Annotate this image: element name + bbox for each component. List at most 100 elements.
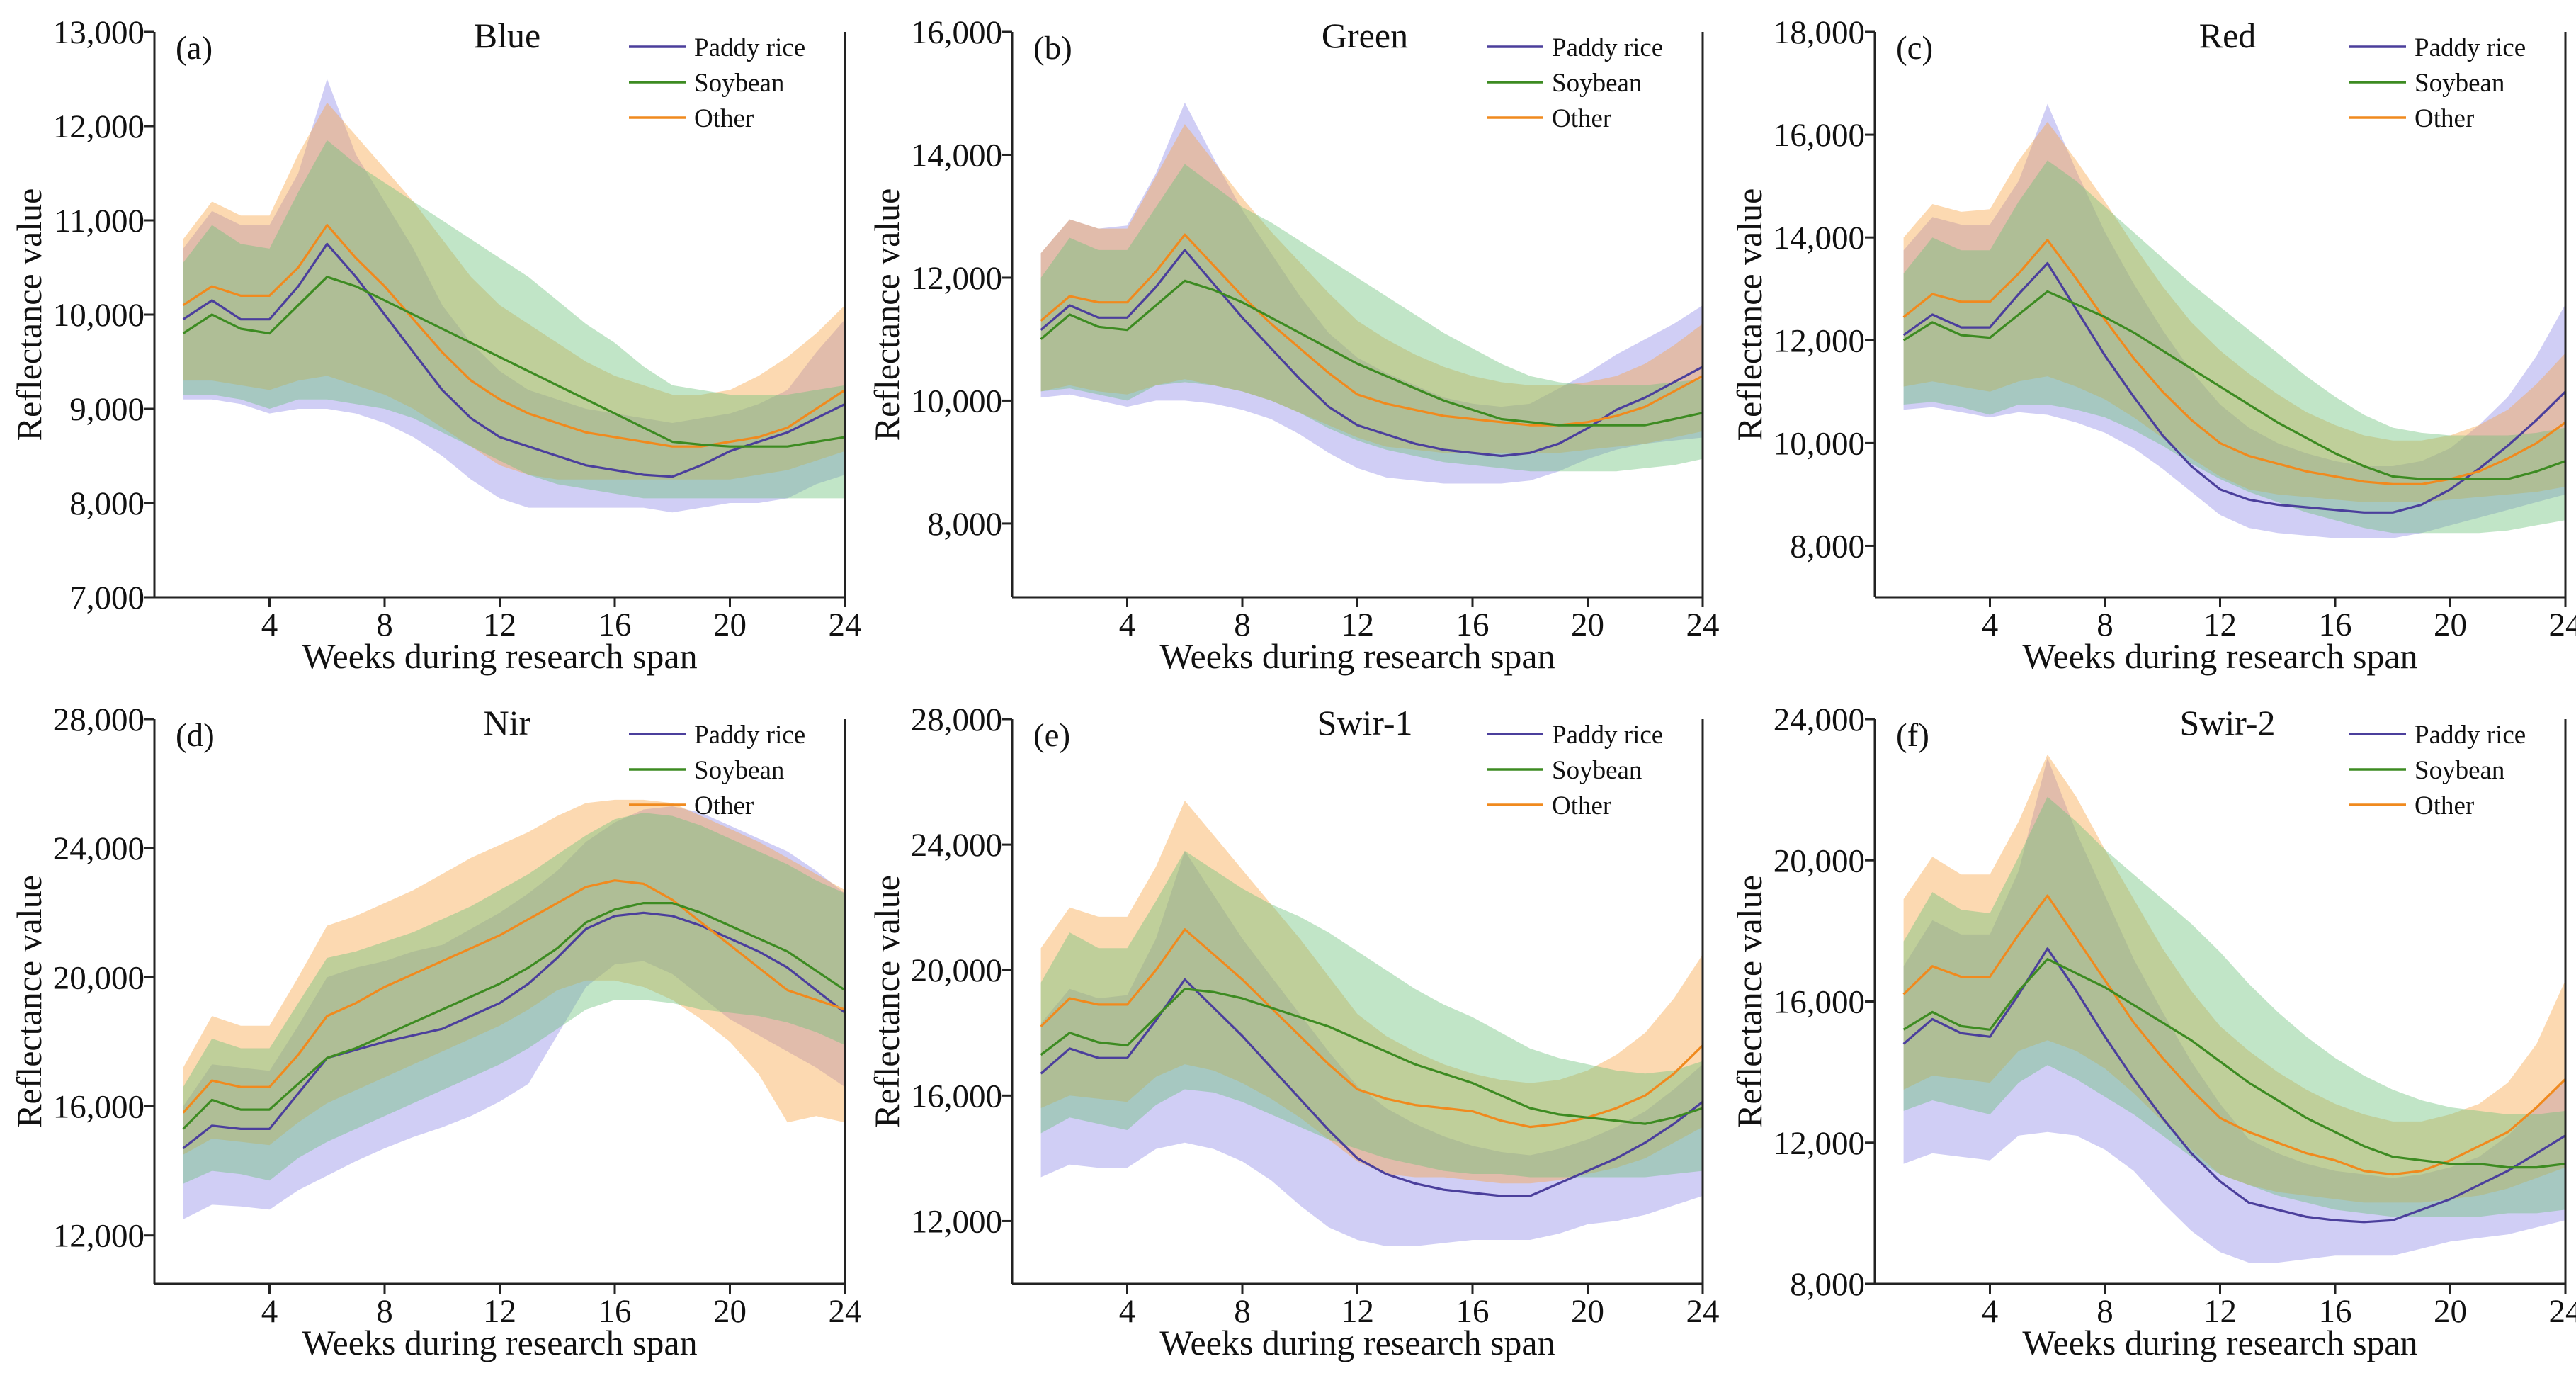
panel-letter: (b) bbox=[1033, 30, 1072, 67]
x-tick-label: 8 bbox=[1234, 606, 1251, 643]
y-axis-title: Reflectance value bbox=[1730, 875, 1769, 1128]
x-tick-label: 12 bbox=[1341, 1293, 1374, 1330]
y-axis-title: Reflectance value bbox=[867, 875, 907, 1128]
x-tick-label: 8 bbox=[2096, 606, 2113, 643]
line-paddy-rice bbox=[1902, 261, 2565, 514]
x-tick-label: 24 bbox=[829, 1293, 862, 1330]
band-soybean bbox=[183, 140, 845, 499]
x-tick-label: 24 bbox=[2549, 1293, 2576, 1330]
legend-label-paddy-rice: Paddy rice bbox=[694, 33, 805, 62]
x-tick-label: 24 bbox=[829, 606, 862, 643]
x-tick-label: 8 bbox=[376, 1293, 393, 1330]
panel-title: Swir-1 bbox=[1317, 703, 1412, 743]
x-axis-title: Weeks during research span bbox=[1159, 636, 1555, 676]
line-other bbox=[1902, 239, 2565, 486]
x-axis-title: Weeks during research span bbox=[302, 636, 697, 676]
y-tick-label: 16,000 bbox=[911, 14, 1002, 51]
band-paddy-rice bbox=[1040, 851, 1703, 1246]
panel-title: Swir-2 bbox=[2179, 703, 2275, 743]
x-tick-label: 4 bbox=[261, 1293, 278, 1330]
y-tick-label: 28,000 bbox=[911, 701, 1002, 738]
x-tick-label: 8 bbox=[1234, 1293, 1251, 1330]
x-tick-label: 12 bbox=[2203, 1293, 2237, 1330]
panel-letter: (c) bbox=[1896, 30, 1933, 67]
y-tick-label: 16,000 bbox=[1774, 117, 1865, 154]
y-tick-label: 8,000 bbox=[927, 506, 1002, 543]
x-tick-label: 12 bbox=[483, 606, 516, 643]
band-soybean bbox=[1903, 160, 2565, 534]
x-tick-label: 8 bbox=[2096, 1293, 2113, 1330]
y-tick-label: 24,000 bbox=[1774, 701, 1865, 738]
y-tick-label: 16,000 bbox=[53, 1089, 144, 1126]
band-paddy-rice bbox=[1040, 102, 1703, 484]
y-tick-label: 10,000 bbox=[911, 383, 1002, 419]
y-tick-label: 8,000 bbox=[1790, 1266, 1865, 1303]
legend-label-soybean: Soybean bbox=[2415, 69, 2504, 98]
y-axis-title: Reflectance value bbox=[9, 188, 49, 441]
band-other bbox=[1903, 122, 2565, 502]
panel-letter: (d) bbox=[176, 717, 215, 754]
legend-label-other: Other bbox=[1552, 791, 1611, 820]
x-tick-label: 24 bbox=[1686, 1293, 1720, 1330]
legend-label-soybean: Soybean bbox=[2415, 756, 2504, 785]
y-tick-label: 24,000 bbox=[53, 830, 144, 867]
x-tick-label: 16 bbox=[598, 606, 632, 643]
x-tick-label: 16 bbox=[1456, 1293, 1490, 1330]
y-tick-label: 10,000 bbox=[1774, 425, 1865, 462]
legend: Paddy rice Soybean Other bbox=[1487, 33, 1663, 133]
legend-label-other: Other bbox=[2415, 104, 2474, 133]
plot-area bbox=[182, 79, 845, 513]
y-tick-label: 12,000 bbox=[911, 1203, 1002, 1240]
y-tick-label: 12,000 bbox=[53, 108, 144, 145]
x-tick-label: 20 bbox=[713, 1293, 747, 1330]
panel-swir1: 4 8 12 16 20 24 12,000 16,000 20,000 24,000 28,000… bbox=[867, 701, 1720, 1362]
plot-area bbox=[1040, 102, 1703, 484]
x-tick-label: 16 bbox=[2319, 1293, 2352, 1330]
x-tick-label: 12 bbox=[1341, 606, 1374, 643]
x-tick-label: 20 bbox=[2434, 606, 2467, 643]
x-tick-label: 4 bbox=[261, 606, 278, 643]
x-axis-title: Weeks during research span bbox=[2022, 1323, 2417, 1362]
x-axis-title: Weeks during research span bbox=[302, 1323, 697, 1362]
band-soybean bbox=[1040, 851, 1703, 1178]
panel-letter: (a) bbox=[176, 30, 212, 67]
y-axis-title: Reflectance value bbox=[867, 188, 907, 441]
panel-nir: 4 8 12 16 20 24 12,000 16,000 20,000 24,000 28,000… bbox=[9, 701, 862, 1362]
panel-green: 4 8 12 16 20 24 8,000 10,000 12,000 14,000 16,000 W… bbox=[867, 14, 1720, 676]
x-tick-label: 20 bbox=[1571, 606, 1604, 643]
y-tick-label: 24,000 bbox=[911, 827, 1002, 864]
legend-label-soybean: Soybean bbox=[1552, 69, 1642, 98]
x-tick-label: 8 bbox=[376, 606, 393, 643]
x-axis-title: Weeks during research span bbox=[2022, 636, 2417, 676]
y-tick-label: 11,000 bbox=[54, 203, 144, 239]
x-tick-label: 12 bbox=[483, 1293, 516, 1330]
y-tick-label: 8,000 bbox=[1790, 528, 1865, 565]
panel-red: 4 8 12 16 20 24 8,000 10,000 12,000 14,000 16,000 1… bbox=[1730, 14, 2576, 676]
legend: Paddy rice Soybean Other bbox=[629, 721, 805, 820]
y-tick-label: 10,000 bbox=[53, 297, 144, 334]
plot-area bbox=[1040, 801, 1703, 1246]
panel-title: Nir bbox=[484, 703, 531, 743]
line-other bbox=[1040, 233, 1703, 427]
y-tick-label: 9,000 bbox=[69, 391, 144, 428]
line-soybean bbox=[1902, 958, 2565, 1169]
x-tick-label: 20 bbox=[713, 606, 747, 643]
legend-label-other: Other bbox=[694, 104, 754, 133]
legend-label-soybean: Soybean bbox=[1552, 756, 1642, 785]
panel-title: Red bbox=[2199, 16, 2257, 55]
x-axis-title: Weeks during research span bbox=[1159, 1323, 1555, 1362]
y-tick-label: 12,000 bbox=[53, 1218, 144, 1255]
line-soybean bbox=[182, 901, 845, 1130]
y-tick-label: 14,000 bbox=[1774, 220, 1865, 256]
y-axis-title: Reflectance value bbox=[1730, 188, 1769, 441]
band-other bbox=[183, 102, 845, 480]
line-other bbox=[1040, 928, 1703, 1129]
panel-title: Blue bbox=[474, 16, 540, 55]
band-paddy-rice bbox=[1903, 103, 2565, 538]
line-paddy-rice bbox=[182, 242, 845, 478]
x-tick-label: 16 bbox=[598, 1293, 632, 1330]
x-tick-label: 12 bbox=[2203, 606, 2237, 643]
y-tick-label: 20,000 bbox=[53, 959, 144, 996]
y-tick-label: 12,000 bbox=[1774, 322, 1865, 359]
